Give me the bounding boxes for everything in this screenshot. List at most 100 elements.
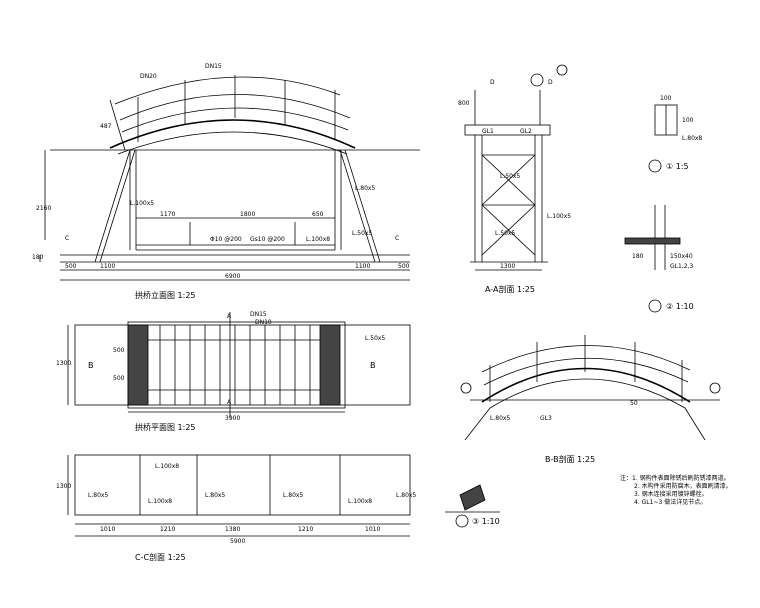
curve	[489, 378, 686, 409]
curve	[109, 119, 356, 149]
drawing-label: 50	[630, 400, 638, 407]
drawing-label: 500	[113, 375, 125, 382]
drawing-label: L.100x8	[348, 498, 372, 505]
drawing-label: 1800	[240, 211, 255, 218]
drawing-label: 1210	[160, 526, 175, 533]
drawing-label: L.80x5	[283, 492, 303, 499]
drawing-label: 1170	[160, 211, 175, 218]
drawing-label: 1380	[225, 526, 240, 533]
drawing-label: ① 1:5	[666, 162, 689, 171]
symbol	[460, 382, 472, 394]
drawing-label: C	[65, 235, 69, 242]
plan-view	[67, 312, 411, 418]
drawing-label: Gs10 @200	[250, 236, 285, 243]
drawing-label: GL2	[520, 128, 532, 135]
drawing-label: B	[370, 361, 376, 370]
drawing-label: C-C剖面 1:25	[135, 552, 186, 562]
drawing-label: 1300	[56, 360, 71, 367]
drawing-label: L.50x5	[365, 335, 385, 342]
outline	[464, 124, 551, 136]
section-bb-view	[460, 335, 721, 441]
line	[99, 149, 136, 263]
drawing-label: 4. GL1~3 做法详见节点。	[634, 498, 706, 506]
drawing-label: A-A剖面 1:25	[485, 284, 535, 294]
symbol	[648, 159, 662, 173]
drawing-label: 1300	[500, 263, 515, 270]
drawing-label: 650	[312, 211, 324, 218]
drawing-label: DN10	[255, 319, 272, 326]
drawing-label: 5900	[230, 538, 245, 545]
drawing-label: 500	[113, 347, 125, 354]
section-aa-view	[464, 64, 568, 271]
drawing-label: ② 1:10	[666, 302, 694, 311]
line	[464, 407, 491, 441]
drawing-label: 1100	[355, 263, 370, 270]
section-cc-view	[67, 454, 411, 537]
drawing-label: B-B剖面 1:25	[545, 454, 595, 464]
drawing-label: L.80x5	[88, 492, 108, 499]
drawing-label: DN15	[250, 311, 267, 318]
drawing-label: 487	[100, 123, 112, 130]
drawing-label: B	[88, 361, 94, 370]
drawing-label: 拱桥平面图 1:25	[135, 422, 196, 432]
elevation-view	[39, 75, 420, 281]
drawing-label: 500	[65, 263, 77, 270]
drawing-label: ③ 1:10	[472, 517, 500, 526]
line	[94, 149, 131, 263]
drawing-label: L.50x5	[352, 230, 372, 237]
curve	[114, 76, 341, 105]
drawing-label: DN20	[140, 73, 157, 80]
curve	[459, 484, 486, 511]
drawing-label: 2. 木构件采用防腐木，表面刷清漆。	[634, 482, 732, 490]
drawing-label: 2160	[36, 205, 51, 212]
drawing-label: 100	[682, 117, 694, 124]
drawing-label: L.100x5	[547, 213, 571, 220]
line	[344, 149, 381, 263]
curve	[483, 357, 689, 386]
line	[684, 407, 706, 441]
drawing-label: A	[227, 313, 232, 320]
drawing-label: L.50x5	[495, 230, 515, 237]
curve	[117, 131, 348, 155]
curve	[481, 367, 691, 403]
line	[109, 99, 126, 151]
drawing-label: 1210	[298, 526, 313, 533]
drawing-label: GL1,2,3	[670, 263, 693, 270]
symbol	[709, 382, 721, 394]
line	[339, 149, 376, 263]
details	[445, 104, 681, 528]
symbol	[556, 64, 568, 76]
drawing-label: L.80x5	[355, 185, 375, 192]
drawing-label: 1010	[100, 526, 115, 533]
symbol	[455, 514, 469, 528]
drawing-label: L.100x8	[148, 498, 172, 505]
drawing-label: 100	[660, 95, 672, 102]
drawing-label: 6900	[225, 273, 240, 280]
drawing-label: 1300	[56, 483, 71, 490]
curve	[481, 345, 691, 373]
drawing-label: 3. 钢木连接采用镀锌螺栓。	[634, 490, 708, 498]
drawing-label: A	[227, 399, 232, 406]
drawing-label: C	[395, 235, 399, 242]
drawing-label: 1100	[100, 263, 115, 270]
outline	[319, 324, 341, 406]
line	[481, 204, 536, 256]
drawing-label: 500	[398, 263, 410, 270]
drawing-label: D	[548, 79, 553, 86]
drawing-label: L.100x8	[306, 236, 330, 243]
drawing-label: 180	[632, 253, 644, 260]
drawing-label: L.100x8	[155, 463, 179, 470]
outline	[624, 237, 681, 245]
drawing-label: 注：1. 钢构件表面除锈后刷防锈漆两道。	[620, 474, 730, 482]
symbol	[648, 299, 662, 313]
outline	[74, 324, 411, 406]
drawing-label: 180	[32, 254, 44, 261]
drawing-label: L.80x5	[396, 492, 416, 499]
drawing-label: L.80x5	[490, 415, 510, 422]
drawing-label: L.50x5	[500, 173, 520, 180]
drawing-label: 150x40	[670, 253, 693, 260]
symbol	[530, 73, 544, 87]
drawing-label: 拱桥立面图 1:25	[135, 290, 196, 300]
drawing-label: L.80x5	[205, 492, 225, 499]
